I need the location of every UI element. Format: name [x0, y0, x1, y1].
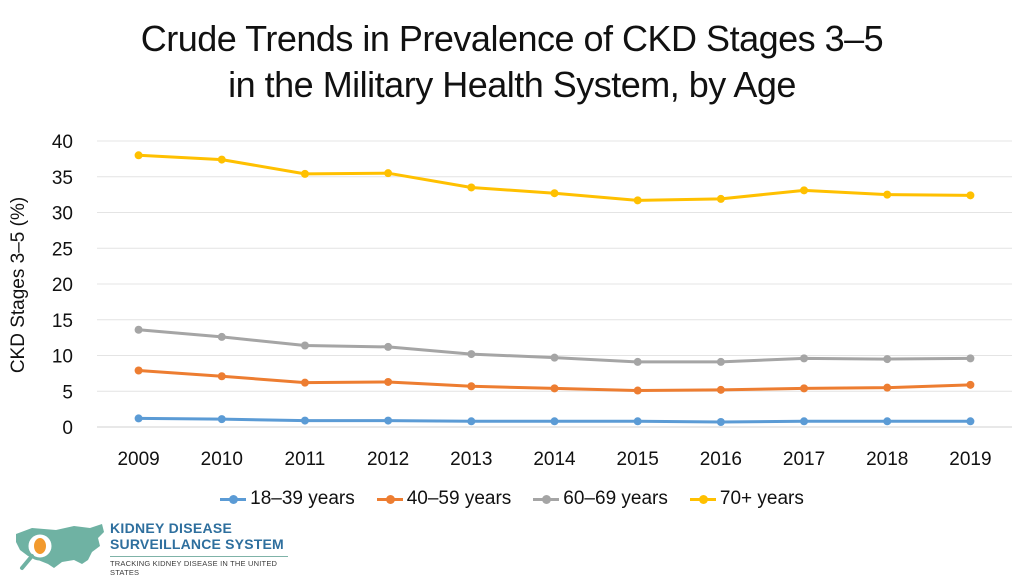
legend-swatch	[376, 493, 403, 505]
data-point	[633, 196, 642, 205]
data-point	[800, 384, 809, 393]
legend-label: 60–69 years	[563, 488, 668, 509]
data-point	[716, 385, 725, 394]
data-point	[550, 353, 559, 362]
x-tick-label: 2010	[201, 449, 243, 470]
data-point	[217, 415, 226, 424]
data-point	[134, 325, 143, 334]
legend-item: 18–39 years	[220, 488, 355, 510]
data-point	[384, 169, 393, 178]
data-point	[883, 355, 892, 364]
x-tick-label: 2011	[285, 449, 326, 470]
legend-label: 70+ years	[719, 488, 804, 509]
data-point	[800, 417, 809, 426]
data-point	[300, 378, 309, 387]
data-point	[134, 414, 143, 423]
legend-label: 18–39 years	[250, 488, 355, 509]
x-tick-label: 2014	[533, 449, 576, 470]
chart-legend: 18–39 years 40–59 years 60–69 years 70+ yea…	[0, 488, 1024, 510]
data-point	[467, 417, 476, 426]
data-point	[217, 155, 226, 164]
data-point	[134, 366, 143, 375]
y-tick-label: 35	[52, 168, 73, 189]
magnifier-handle	[20, 554, 34, 570]
data-point	[300, 169, 309, 178]
x-tick-label: 2016	[700, 449, 742, 470]
us-map-icon	[16, 524, 104, 570]
data-point	[633, 357, 642, 366]
line-chart: 0 5 10 15 20 25 30 35 40 2009 2010 2011 2012 2013 2014…	[52, 132, 1012, 470]
data-point	[467, 382, 476, 391]
data-point	[883, 417, 892, 426]
y-tick-label: 15	[52, 311, 73, 332]
data-point	[883, 383, 892, 392]
data-point	[966, 354, 975, 363]
chart-title: Crude Trends in Prevalence of CKD Stages…	[0, 16, 1024, 108]
data-point	[134, 151, 143, 160]
y-tick-label: 30	[52, 204, 73, 225]
legend-item: 40–59 years	[376, 488, 512, 510]
data-point	[716, 357, 725, 366]
data-point	[966, 191, 975, 200]
data-point	[467, 183, 476, 192]
data-point	[217, 372, 226, 381]
data-point	[716, 417, 725, 426]
data-point	[800, 186, 809, 195]
data-point	[966, 380, 975, 389]
data-point	[633, 386, 642, 395]
legend-item: 70+ years	[689, 488, 804, 510]
logo-text-line2: SURVEILLANCE SYSTEM	[110, 536, 284, 552]
x-tick-label: 2017	[783, 449, 825, 470]
data-point	[550, 189, 559, 198]
y-tick-label: 5	[62, 382, 73, 403]
data-point	[467, 350, 476, 359]
legend-swatch	[689, 493, 716, 505]
data-point	[716, 194, 725, 203]
y-tick-label: 25	[52, 239, 73, 260]
data-point	[384, 342, 393, 351]
x-tick-label: 2013	[450, 449, 492, 470]
data-point	[300, 341, 309, 350]
y-tick-label: 10	[52, 347, 73, 368]
x-tick-label: 2019	[949, 449, 991, 470]
legend-swatch	[533, 493, 560, 505]
legend-label: 40–59 years	[406, 488, 512, 509]
legend-item: 60–69 years	[533, 488, 668, 510]
data-point	[633, 417, 642, 426]
y-tick-label: 20	[52, 275, 73, 296]
data-point	[966, 417, 975, 426]
data-point	[300, 416, 309, 425]
legend-swatch	[220, 493, 247, 505]
x-tick-label: 2015	[617, 449, 659, 470]
x-tick-label: 2012	[367, 449, 409, 470]
data-point	[883, 190, 892, 199]
logo-tagline: TRACKING KIDNEY DISEASE IN THE UNITED ST…	[110, 556, 288, 577]
kdss-logo: KIDNEY DISEASE SURVEILLANCE SYSTEM TRACK…	[12, 516, 292, 577]
y-tick-label: 0	[62, 418, 73, 439]
chart-title-line2: in the Military Health System, by Age	[228, 64, 796, 105]
kidney-icon	[34, 538, 46, 554]
data-point	[217, 332, 226, 341]
data-point	[550, 417, 559, 426]
data-point	[550, 384, 559, 393]
data-point	[800, 354, 809, 363]
logo-text-line1: KIDNEY DISEASE	[110, 520, 233, 536]
chart-title-line1: Crude Trends in Prevalence of CKD Stages…	[140, 18, 884, 59]
x-tick-label: 2018	[866, 449, 908, 470]
y-tick-label: 40	[52, 132, 73, 153]
data-point	[384, 377, 393, 386]
data-point	[384, 416, 393, 425]
x-tick-label: 2009	[117, 449, 159, 470]
